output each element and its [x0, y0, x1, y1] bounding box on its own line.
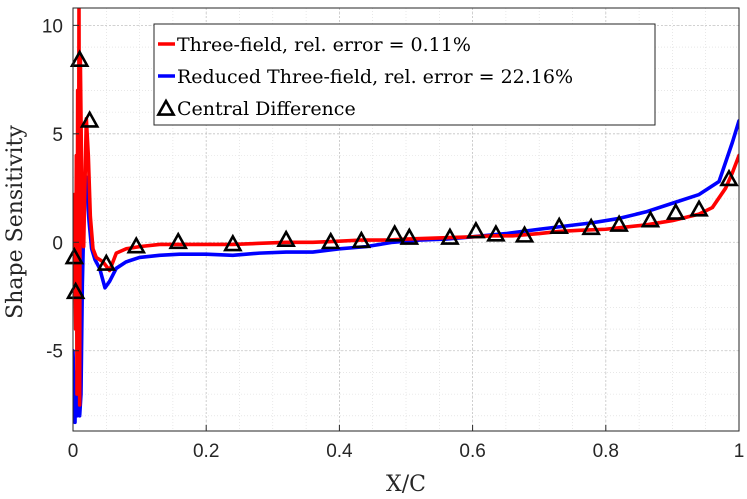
central-difference-point [486, 224, 506, 242]
y-tick-label: 0 [52, 233, 63, 254]
x-tick-label: 0 [68, 441, 79, 462]
y-tick-label: -5 [46, 342, 63, 363]
central-difference-point [689, 199, 709, 217]
central-difference-point [384, 224, 405, 242]
central-difference-point [65, 281, 86, 300]
central-difference-point [665, 202, 686, 220]
central-difference-point [126, 235, 147, 254]
central-difference-point [466, 220, 486, 239]
series-line-0 [73, 8, 739, 407]
central-difference-point [69, 49, 90, 67]
central-difference-point [609, 214, 629, 232]
central-difference-point [79, 110, 100, 128]
legend-box [153, 23, 656, 126]
y-tick-label: 10 [42, 16, 63, 37]
central-difference-point [514, 225, 535, 243]
central-difference-point [581, 217, 601, 236]
central-difference-point [351, 230, 372, 249]
legend-label-0: Three-field, rel. error = 0.11% [177, 34, 471, 56]
central-difference-point [719, 168, 739, 187]
x-tick-label: 0.8 [593, 441, 619, 462]
central-difference-point [549, 216, 569, 234]
x-axis-ticks: 0 0.2 0.4 0.6 0.8 1 [68, 425, 745, 462]
central-difference-point [96, 253, 117, 271]
x-tick-label: 0.6 [459, 441, 485, 462]
central-difference-point [399, 227, 420, 245]
legend-swatch-2 [156, 98, 176, 116]
legend-label-1: Reduced Three-field, rel. error = 22.16% [177, 66, 573, 88]
x-tick-label: 0.4 [326, 441, 353, 462]
marker-layer [64, 49, 739, 300]
x-axis-label: X/C [386, 472, 426, 497]
x-tick-label: 1 [734, 441, 745, 462]
y-axis-ticks: -5 0 5 10 [42, 16, 79, 363]
central-difference-point [320, 231, 341, 250]
legend: Three-field, rel. error = 0.11% Reduced T… [153, 23, 656, 126]
y-axis-label: Shape Sensitivity [3, 125, 28, 319]
x-tick-label: 0.2 [193, 441, 219, 462]
central-difference-point [640, 209, 661, 228]
plot-frame [72, 7, 740, 432]
legend-label-2: Central Difference [177, 98, 356, 120]
central-difference-point [276, 229, 296, 248]
y-tick-label: 5 [52, 125, 63, 146]
central-difference-point [440, 227, 460, 245]
central-difference-point [223, 233, 243, 252]
central-difference-point [168, 231, 189, 250]
central-difference-point [64, 246, 85, 265]
